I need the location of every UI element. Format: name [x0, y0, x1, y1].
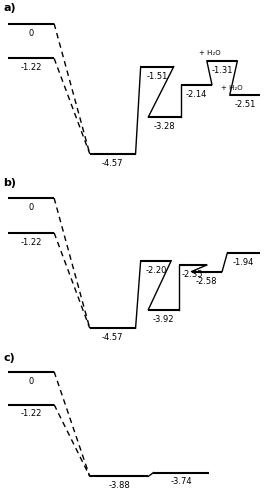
Text: -4.57: -4.57 — [102, 334, 123, 342]
Text: -1.94: -1.94 — [233, 258, 254, 268]
Text: -4.57: -4.57 — [102, 159, 123, 168]
Text: -2.35: -2.35 — [182, 270, 204, 279]
Text: -3.88: -3.88 — [108, 482, 130, 490]
Text: -3.74: -3.74 — [171, 478, 192, 486]
Text: 0: 0 — [29, 29, 34, 38]
Text: b): b) — [3, 178, 16, 188]
Text: -1.22: -1.22 — [21, 64, 42, 72]
Text: -2.14: -2.14 — [186, 90, 207, 98]
Text: -1.22: -1.22 — [21, 410, 42, 418]
Text: + H₂O: + H₂O — [222, 84, 243, 90]
Text: -2.51: -2.51 — [234, 100, 256, 109]
Text: -2.20: -2.20 — [145, 266, 167, 275]
Text: -1.22: -1.22 — [21, 238, 42, 247]
Text: 0: 0 — [29, 203, 34, 212]
Text: 0: 0 — [29, 376, 34, 386]
Text: + H₂O: + H₂O — [199, 50, 220, 56]
Text: -3.92: -3.92 — [153, 315, 174, 324]
Text: a): a) — [3, 3, 16, 13]
Text: -1.31: -1.31 — [211, 66, 233, 75]
Text: c): c) — [3, 352, 15, 362]
Text: -2.58: -2.58 — [196, 276, 218, 285]
Text: -3.28: -3.28 — [154, 122, 176, 131]
Text: -1.51: -1.51 — [147, 72, 168, 80]
